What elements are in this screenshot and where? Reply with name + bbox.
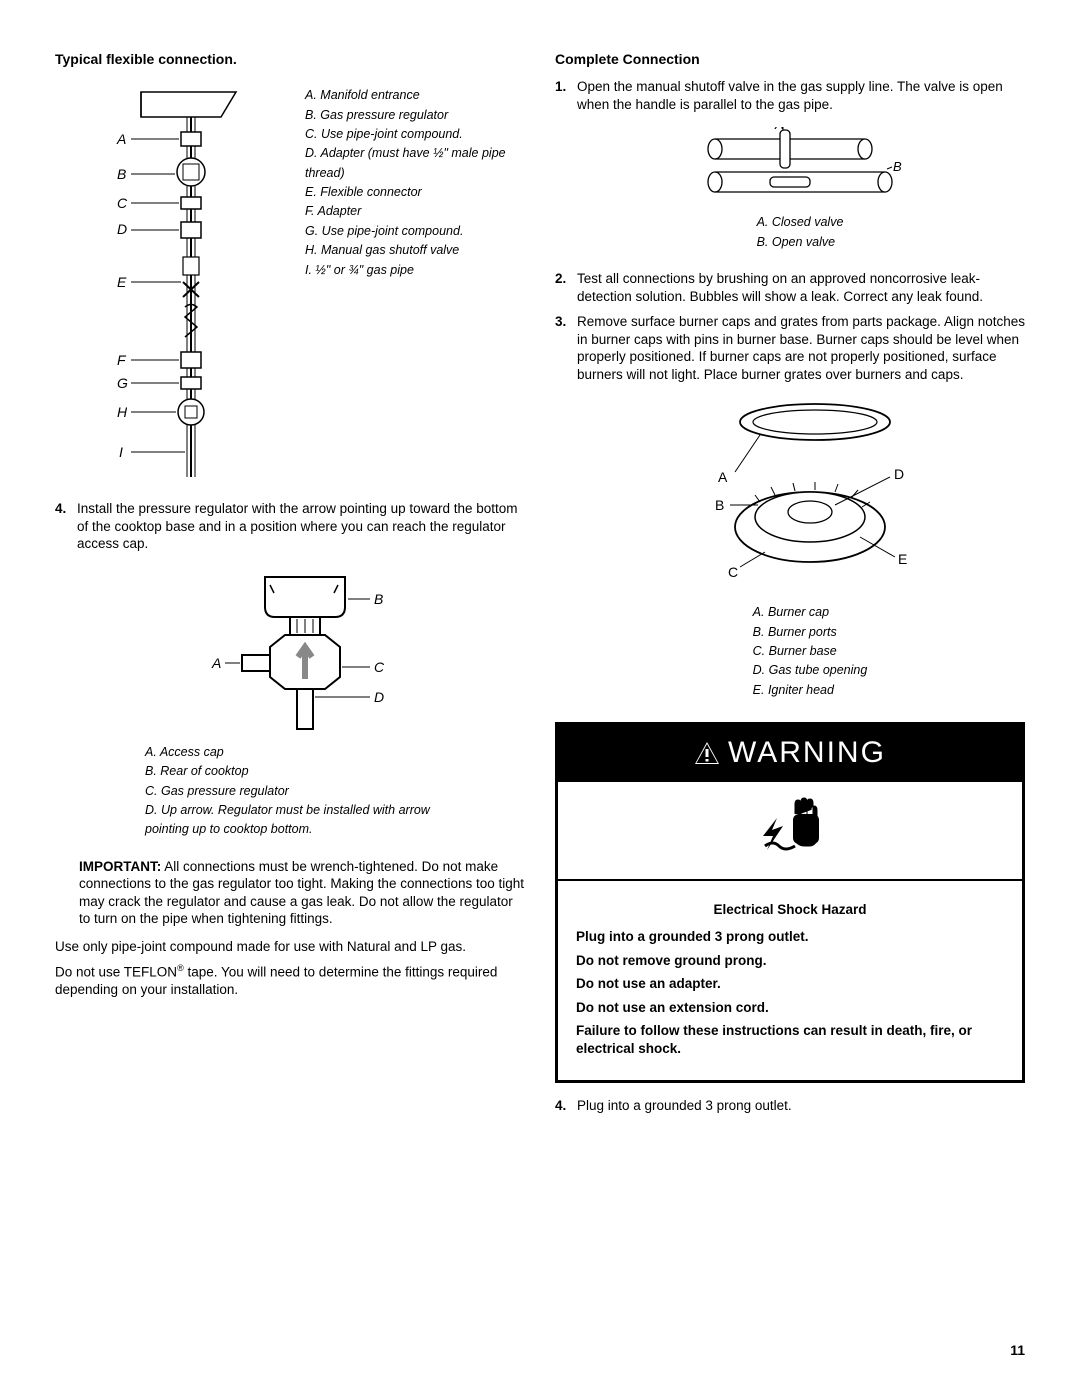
- warning-line: Failure to follow these instructions can…: [576, 1022, 1004, 1057]
- warning-box: WARNING Electrical Shock Hazard Plug int…: [555, 722, 1025, 1082]
- svg-text:H: H: [117, 404, 128, 420]
- step-text: Plug into a grounded 3 prong outlet.: [577, 1097, 1025, 1115]
- svg-text:D: D: [894, 466, 904, 482]
- svg-text:I: I: [119, 444, 123, 460]
- page-number: 11: [1010, 1341, 1025, 1359]
- warning-line: Plug into a grounded 3 prong outlet.: [576, 928, 1004, 946]
- legend-item: G. Use pipe-joint compound.: [305, 222, 525, 241]
- fig-valve: A B A. Closed valve B. Open valve: [555, 127, 1025, 252]
- right-steps-cont: 2. Test all connections by brushing on a…: [555, 270, 1025, 383]
- warning-icon-area: [558, 782, 1022, 881]
- burner-diagram: A B C D E: [640, 397, 940, 597]
- left-title: Typical flexible connection.: [55, 50, 525, 68]
- fig-flexible-connection: A B C D E F G H I A. Manifold entrance B…: [55, 82, 525, 482]
- legend-item: F. Adapter: [305, 202, 525, 221]
- svg-text:D: D: [117, 221, 127, 237]
- right-title: Complete Connection: [555, 50, 1025, 68]
- valve-legend: A. Closed valve B. Open valve: [757, 213, 844, 252]
- svg-text:E: E: [117, 274, 127, 290]
- step-text: Open the manual shutoff valve in the gas…: [577, 78, 1025, 113]
- fig-regulator: A B C D A. Access cap B. Rear of cooktop…: [55, 567, 525, 840]
- svg-text:B: B: [893, 159, 902, 174]
- burner-legend: A. Burner cap B. Burner ports C. Burner …: [753, 603, 868, 700]
- step-text: Remove surface burner caps and grates fr…: [577, 313, 1025, 383]
- shock-hazard-icon: [755, 796, 825, 860]
- step-number: 4.: [555, 1097, 577, 1115]
- legend-item: B. Gas pressure regulator: [305, 106, 525, 125]
- warning-line: Do not use an adapter.: [576, 975, 1004, 993]
- svg-text:C: C: [374, 659, 385, 675]
- svg-text:A: A: [718, 469, 728, 485]
- left-column: Typical flexible connection.: [55, 50, 525, 1122]
- warning-title: WARNING: [728, 733, 886, 772]
- fig1-legend: A. Manifold entrance B. Gas pressure reg…: [305, 86, 525, 482]
- legend-item: C. Gas pressure regulator: [145, 782, 525, 801]
- svg-text:A: A: [774, 127, 784, 132]
- warning-header: WARNING: [558, 725, 1022, 782]
- svg-text:A: A: [116, 131, 126, 147]
- legend-item: D. Up arrow. Regulator must be installed…: [145, 801, 445, 840]
- legend-item: B. Open valve: [757, 233, 844, 252]
- legend-item: E. Flexible connector: [305, 183, 525, 202]
- warning-triangle-icon: [694, 741, 720, 765]
- right-steps: 1. Open the manual shutoff valve in the …: [555, 78, 1025, 113]
- important-note: IMPORTANT: All connections must be wrenc…: [79, 858, 525, 928]
- step-number: 3.: [555, 313, 577, 383]
- warning-hazard: Electrical Shock Hazard: [576, 901, 1004, 919]
- svg-text:C: C: [728, 564, 738, 580]
- svg-text:B: B: [715, 497, 724, 513]
- svg-text:B: B: [374, 591, 383, 607]
- valve-diagram: A B: [675, 127, 905, 207]
- warning-line: Do not remove ground prong.: [576, 952, 1004, 970]
- svg-text:E: E: [898, 551, 907, 567]
- step-text: Test all connections by brushing on an a…: [577, 270, 1025, 305]
- svg-text:G: G: [117, 375, 128, 391]
- svg-text:C: C: [117, 195, 128, 211]
- legend-item: A. Burner cap: [753, 603, 868, 622]
- legend-item: C. Use pipe-joint compound.: [305, 125, 525, 144]
- step-number: 1.: [555, 78, 577, 113]
- step-text: Install the pressure regulator with the …: [77, 500, 525, 553]
- fig-burner: A B C D E A. Burner cap B. Burner ports …: [555, 397, 1025, 700]
- right-column: Complete Connection 1. Open the manual s…: [555, 50, 1025, 1122]
- legend-item: B. Burner ports: [753, 623, 868, 642]
- warning-body: Electrical Shock Hazard Plug into a grou…: [558, 881, 1022, 1080]
- important-label: IMPORTANT:: [79, 859, 161, 874]
- legend-item: E. Igniter head: [753, 681, 868, 700]
- fig2-legend: A. Access cap B. Rear of cooktop C. Gas …: [145, 743, 525, 840]
- page-columns: Typical flexible connection.: [55, 50, 1025, 1122]
- left-step-4: 4. Install the pressure regulator with t…: [55, 500, 525, 553]
- step-number: 2.: [555, 270, 577, 305]
- flexible-connection-diagram: A B C D E F G H I: [101, 82, 241, 482]
- teflon-note: Do not use TEFLON® tape. You will need t…: [55, 963, 525, 999]
- legend-item: A. Manifold entrance: [305, 86, 525, 105]
- svg-text:A: A: [211, 655, 221, 671]
- legend-item: C. Burner base: [753, 642, 868, 661]
- svg-text:D: D: [374, 689, 384, 705]
- right-step-4: 4. Plug into a grounded 3 prong outlet.: [555, 1097, 1025, 1115]
- legend-item: D. Gas tube opening: [753, 661, 868, 680]
- step-number: 4.: [55, 500, 77, 553]
- legend-item: I. ½" or ¾" gas pipe: [305, 261, 525, 280]
- legend-item: D. Adapter (must have ½" male pipe threa…: [305, 144, 525, 183]
- legend-item: B. Rear of cooktop: [145, 762, 525, 781]
- compound-note: Use only pipe-joint compound made for us…: [55, 938, 525, 956]
- regulator-diagram: A B C D: [170, 567, 410, 737]
- legend-item: A. Closed valve: [757, 213, 844, 232]
- legend-item: A. Access cap: [145, 743, 525, 762]
- legend-item: H. Manual gas shutoff valve: [305, 241, 525, 260]
- warning-line: Do not use an extension cord.: [576, 999, 1004, 1017]
- svg-text:F: F: [117, 352, 127, 368]
- svg-text:B: B: [117, 166, 126, 182]
